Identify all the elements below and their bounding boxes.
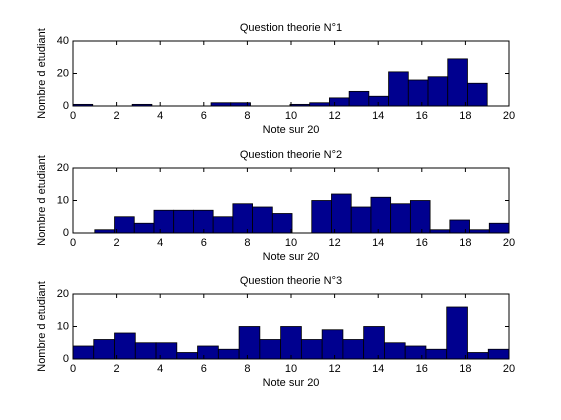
bar (342, 339, 365, 360)
chart-title: Question theorie N°3 (240, 275, 342, 287)
bar (425, 348, 448, 360)
y-tick-label: 0 (63, 100, 69, 112)
bar (467, 352, 489, 360)
bar (238, 326, 261, 360)
y-tick-label: 20 (57, 162, 69, 174)
bar (407, 79, 429, 107)
chart-title: Question theorie N°1 (240, 22, 342, 34)
x-tick-label: 2 (114, 237, 120, 249)
x-tick-label: 18 (459, 110, 471, 122)
bar (311, 200, 332, 234)
bar (488, 222, 510, 234)
bar (93, 339, 115, 360)
chart-title: Question theorie N°2 (240, 149, 342, 161)
bar (153, 209, 175, 234)
x-tick-label: 18 (459, 363, 471, 375)
x-axis-label: Note sur 20 (263, 377, 320, 389)
x-axis-label: Note sur 20 (263, 251, 320, 263)
bar (467, 82, 488, 107)
x-tick-label: 8 (244, 363, 250, 375)
x-tick-label: 0 (70, 363, 76, 375)
bar (350, 206, 372, 234)
x-tick-label: 8 (244, 237, 250, 249)
bar (404, 345, 427, 360)
x-tick-label: 0 (70, 237, 76, 249)
y-tick-label: 0 (63, 227, 69, 239)
x-tick-label: 18 (459, 237, 471, 249)
bar (259, 339, 282, 360)
y-tick-label: 20 (57, 288, 69, 300)
bar (370, 196, 392, 234)
x-tick-label: 8 (244, 110, 250, 122)
x-tick-label: 4 (157, 237, 163, 249)
bar (331, 193, 352, 234)
x-tick-label: 14 (372, 110, 384, 122)
y-axis-label: Nombre d etudiant (36, 28, 48, 119)
x-tick-label: 10 (285, 237, 297, 249)
x-tick-label: 4 (157, 363, 163, 375)
bar (363, 326, 385, 360)
y-tick-label: 10 (57, 320, 69, 332)
bar (409, 200, 431, 234)
x-tick-label: 2 (114, 363, 120, 375)
x-tick-label: 20 (503, 363, 515, 375)
bar (176, 352, 198, 360)
x-tick-label: 4 (157, 110, 163, 122)
x-tick-label: 0 (70, 110, 76, 122)
y-axis-label: Nombre d etudiant (36, 155, 48, 246)
y-tick-label: 10 (57, 194, 69, 206)
bar (329, 97, 350, 107)
bar (114, 332, 136, 360)
x-tick-label: 2 (114, 110, 120, 122)
y-tick-label: 20 (57, 67, 69, 79)
bar (72, 345, 95, 360)
x-tick-label: 12 (328, 110, 340, 122)
bar (133, 222, 155, 234)
bar (271, 213, 293, 234)
bar (114, 216, 135, 234)
bar (384, 342, 406, 360)
bar (487, 348, 510, 360)
bar (173, 209, 194, 234)
bar (232, 203, 253, 234)
bar (300, 339, 323, 360)
bar (390, 203, 411, 234)
bar (197, 345, 219, 360)
x-tick-label: 16 (416, 363, 428, 375)
bar (155, 342, 178, 360)
bar (449, 219, 470, 234)
x-tick-label: 14 (372, 237, 384, 249)
bar (252, 206, 273, 234)
x-tick-label: 16 (416, 110, 428, 122)
x-tick-label: 10 (285, 110, 297, 122)
bar (193, 209, 214, 234)
x-tick-label: 10 (285, 363, 297, 375)
bar (348, 90, 370, 107)
bar (134, 342, 157, 360)
bar (368, 95, 389, 107)
x-axis-label: Note sur 20 (263, 124, 320, 136)
bar (321, 329, 344, 360)
x-tick-label: 20 (503, 237, 515, 249)
x-tick-label: 20 (503, 110, 515, 122)
x-tick-label: 14 (372, 363, 384, 375)
x-tick-label: 6 (201, 363, 207, 375)
bar (280, 326, 302, 360)
bar (388, 71, 409, 107)
y-axis-label: Nombre d etudiant (36, 281, 48, 372)
x-tick-label: 12 (328, 237, 340, 249)
x-tick-label: 12 (328, 363, 340, 375)
bar (427, 76, 449, 107)
bar (212, 216, 234, 234)
bar (447, 58, 468, 107)
y-tick-label: 40 (57, 35, 69, 47)
bar (217, 348, 240, 360)
bar (446, 306, 468, 360)
x-tick-label: 16 (416, 237, 428, 249)
x-tick-label: 6 (201, 237, 207, 249)
x-tick-label: 6 (201, 110, 207, 122)
y-tick-label: 0 (63, 353, 69, 365)
